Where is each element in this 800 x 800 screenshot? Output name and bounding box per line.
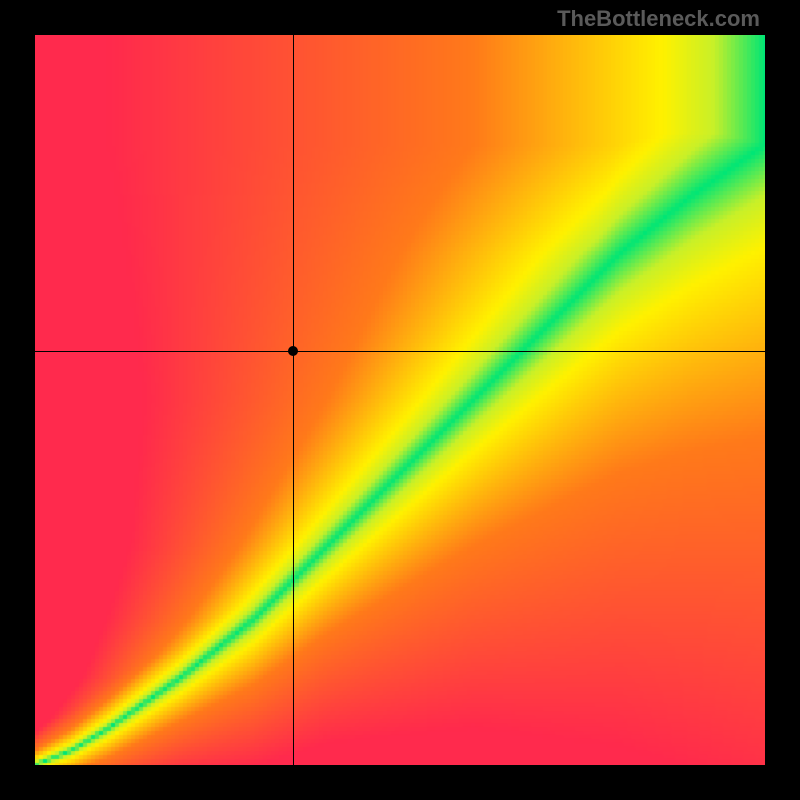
bottleneck-heatmap (35, 35, 765, 765)
plot-area (35, 35, 765, 765)
crosshair-horizontal-line (35, 351, 765, 352)
crosshair-marker-dot (288, 346, 298, 356)
watermark-text: TheBottleneck.com (557, 6, 760, 32)
crosshair-vertical-line (293, 35, 294, 765)
